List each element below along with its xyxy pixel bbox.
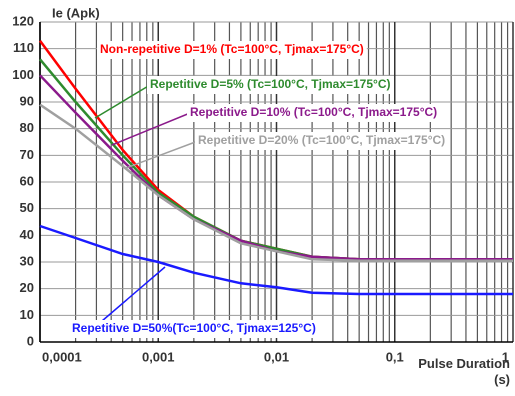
series-label: Repetitive D=5% (Tc=100°C, Tjmax=175°C) (150, 77, 390, 91)
y-tick-label: 30 (20, 253, 34, 268)
x-tick-label: 0,01 (264, 349, 289, 364)
y-tick-label: 120 (12, 13, 34, 28)
series-line (39, 103, 513, 262)
label-arrow (101, 266, 166, 322)
y-axis-label: Ie (Apk) (52, 5, 100, 20)
x-tick-label: 0,001 (142, 349, 175, 364)
series-label: Repetitive D=20% (Tc=100°C, Tjmax=175°C) (198, 133, 445, 147)
label-arrow (125, 140, 199, 169)
y-tick-label: 0 (27, 333, 34, 348)
label-background (69, 320, 319, 338)
label-background (97, 41, 367, 59)
series-label: Repetitive D=10% (Tc=100°C, Tjmax=175°C) (190, 105, 437, 119)
y-tick-label: 10 (20, 307, 34, 322)
x-tick-label: 0,0001 (42, 349, 82, 364)
y-tick-label: 110 (13, 40, 34, 55)
y-tick-label: 40 (20, 227, 34, 242)
label-arrow (111, 112, 191, 146)
series-line (39, 224, 513, 296)
label-background (187, 104, 441, 122)
label-background (147, 76, 394, 94)
y-tick-label: 70 (20, 147, 34, 162)
x-axis-label: Pulse Duration (s) (418, 356, 510, 387)
label-arrow (94, 84, 151, 119)
x-tick-label: 0,1 (386, 349, 404, 364)
series-label: Non-repetitive D=1% (Tc=100°C, Tjmax=175… (100, 42, 364, 56)
x-tick-label: 1 (502, 349, 509, 364)
y-tick-label: 100 (12, 67, 34, 82)
series-label: Repetitive D=50%(Tc=100°C, Tjmax=125°C) (72, 321, 316, 335)
y-tick-label: 80 (20, 120, 34, 135)
y-tick-label: 50 (20, 200, 34, 215)
y-tick-label: 60 (20, 173, 34, 188)
label-background (195, 132, 449, 150)
y-tick-label: 20 (20, 280, 34, 295)
y-tick-label: 90 (20, 93, 34, 108)
